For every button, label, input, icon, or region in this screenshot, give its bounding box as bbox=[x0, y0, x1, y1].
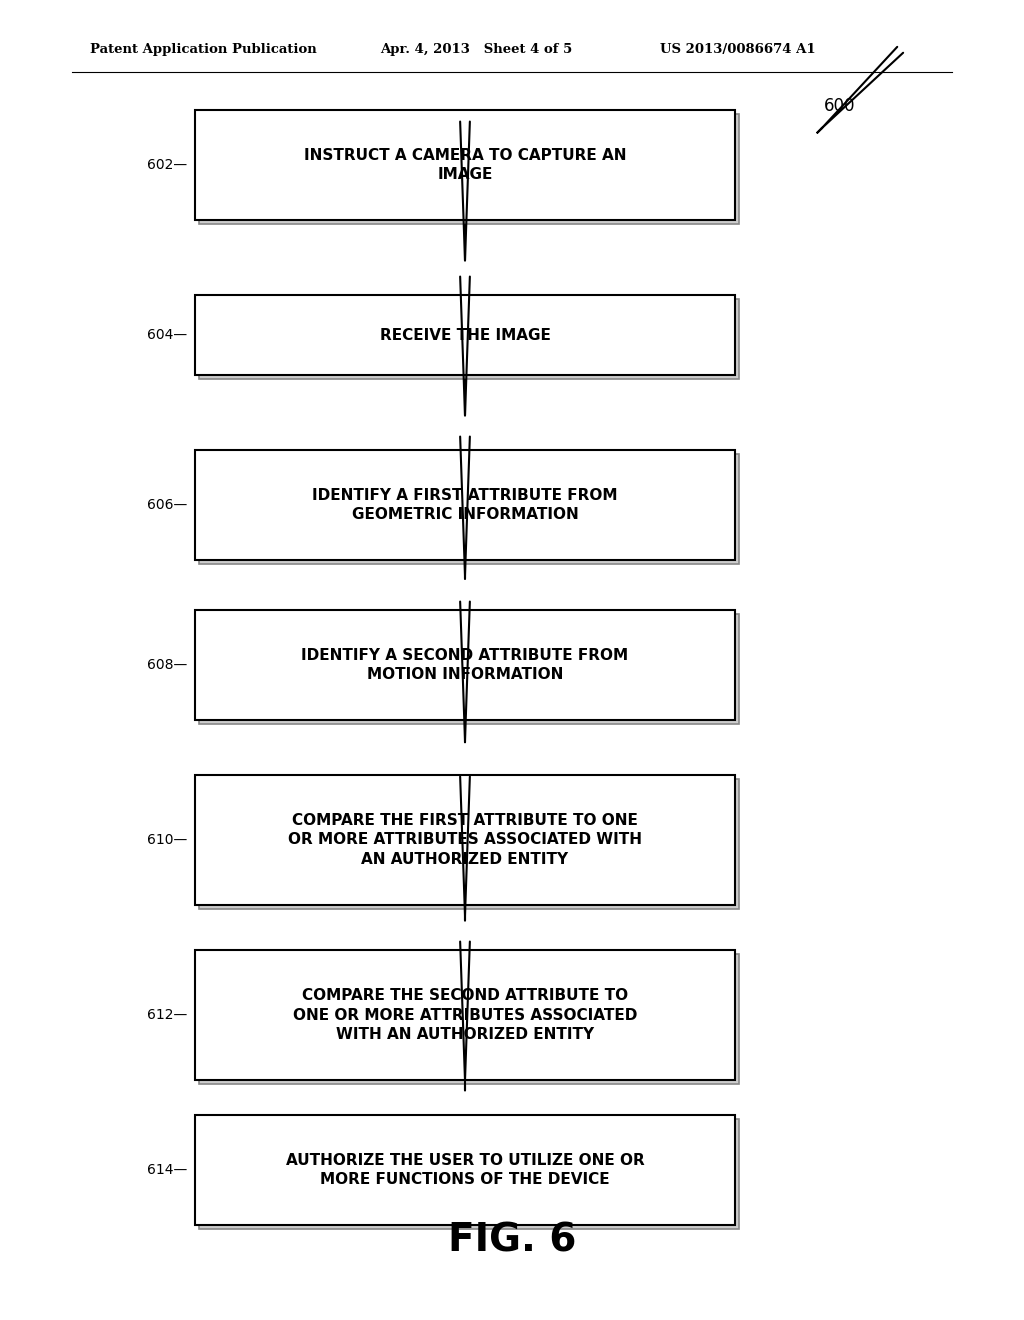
Bar bbox=[199, 779, 739, 909]
Bar bbox=[199, 454, 739, 564]
Text: INSTRUCT A CAMERA TO CAPTURE AN
IMAGE: INSTRUCT A CAMERA TO CAPTURE AN IMAGE bbox=[304, 148, 627, 182]
Bar bbox=[199, 614, 739, 723]
Text: AUTHORIZE THE USER TO UTILIZE ONE OR
MORE FUNCTIONS OF THE DEVICE: AUTHORIZE THE USER TO UTILIZE ONE OR MOR… bbox=[286, 1152, 644, 1188]
Bar bbox=[195, 610, 735, 719]
Bar bbox=[195, 110, 735, 220]
Bar bbox=[195, 1115, 735, 1225]
Text: Apr. 4, 2013   Sheet 4 of 5: Apr. 4, 2013 Sheet 4 of 5 bbox=[380, 44, 572, 57]
Bar bbox=[199, 114, 739, 224]
Text: RECEIVE THE IMAGE: RECEIVE THE IMAGE bbox=[380, 327, 551, 342]
Text: 614—: 614— bbox=[146, 1163, 187, 1177]
Bar bbox=[195, 950, 735, 1080]
Text: 608—: 608— bbox=[146, 657, 187, 672]
Text: COMPARE THE SECOND ATTRIBUTE TO
ONE OR MORE ATTRIBUTES ASSOCIATED
WITH AN AUTHOR: COMPARE THE SECOND ATTRIBUTE TO ONE OR M… bbox=[293, 987, 637, 1043]
Text: US 2013/0086674 A1: US 2013/0086674 A1 bbox=[660, 44, 816, 57]
Text: 602—: 602— bbox=[146, 158, 187, 172]
Bar bbox=[195, 775, 735, 906]
Text: 610—: 610— bbox=[146, 833, 187, 847]
Text: Patent Application Publication: Patent Application Publication bbox=[90, 44, 316, 57]
Text: IDENTIFY A SECOND ATTRIBUTE FROM
MOTION INFORMATION: IDENTIFY A SECOND ATTRIBUTE FROM MOTION … bbox=[301, 648, 629, 682]
Bar bbox=[199, 300, 739, 379]
Text: IDENTIFY A FIRST ATTRIBUTE FROM
GEOMETRIC INFORMATION: IDENTIFY A FIRST ATTRIBUTE FROM GEOMETRI… bbox=[312, 487, 617, 523]
Text: 612—: 612— bbox=[146, 1008, 187, 1022]
Bar bbox=[199, 954, 739, 1084]
Bar bbox=[199, 1119, 739, 1229]
Bar bbox=[195, 450, 735, 560]
Bar bbox=[195, 294, 735, 375]
Text: COMPARE THE FIRST ATTRIBUTE TO ONE
OR MORE ATTRIBUTES ASSOCIATED WITH
AN AUTHORI: COMPARE THE FIRST ATTRIBUTE TO ONE OR MO… bbox=[288, 813, 642, 867]
Text: 600: 600 bbox=[824, 96, 856, 115]
Text: FIG. 6: FIG. 6 bbox=[447, 1222, 577, 1261]
Text: 606—: 606— bbox=[146, 498, 187, 512]
Text: 604—: 604— bbox=[146, 327, 187, 342]
